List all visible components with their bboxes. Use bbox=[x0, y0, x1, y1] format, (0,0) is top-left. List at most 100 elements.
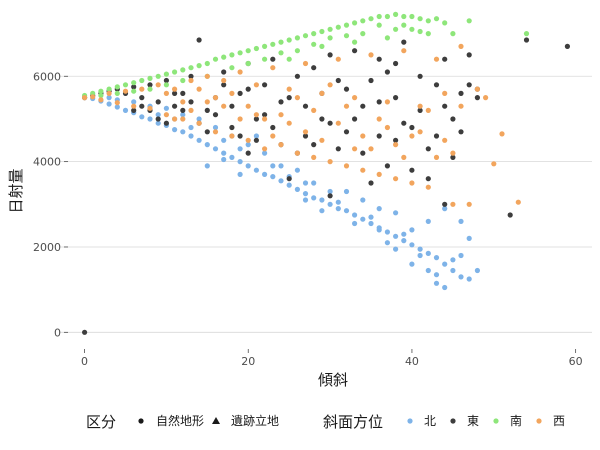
data-point bbox=[425, 146, 431, 152]
data-point bbox=[360, 150, 366, 156]
data-point bbox=[196, 120, 202, 126]
data-point bbox=[212, 112, 219, 118]
data-point bbox=[212, 129, 219, 135]
data-point bbox=[188, 107, 194, 113]
data-point bbox=[204, 99, 210, 105]
data-point bbox=[352, 146, 358, 152]
data-point bbox=[401, 120, 407, 126]
data-point bbox=[131, 99, 137, 105]
data-point bbox=[245, 48, 251, 54]
data-point bbox=[433, 56, 440, 62]
data-point bbox=[343, 129, 350, 135]
data-point bbox=[360, 197, 366, 203]
data-point bbox=[458, 129, 464, 135]
data-point bbox=[212, 95, 219, 101]
data-point bbox=[286, 182, 292, 188]
data-point bbox=[204, 107, 210, 113]
data-point bbox=[401, 22, 407, 28]
data-point bbox=[114, 84, 120, 90]
data-point bbox=[409, 167, 415, 173]
data-point bbox=[417, 129, 423, 135]
data-point bbox=[131, 107, 137, 113]
data-point bbox=[343, 188, 350, 195]
data-point bbox=[262, 56, 268, 62]
data-point bbox=[139, 86, 145, 92]
data-point bbox=[409, 124, 415, 131]
data-point bbox=[311, 180, 317, 186]
data-point bbox=[262, 146, 268, 152]
data-point bbox=[327, 159, 333, 165]
data-point bbox=[286, 86, 292, 92]
legend-color-label: 南 bbox=[510, 413, 522, 428]
data-point bbox=[466, 82, 472, 88]
data-point bbox=[229, 154, 235, 160]
data-point bbox=[442, 137, 448, 143]
data-point bbox=[343, 22, 350, 28]
data-point bbox=[417, 73, 423, 79]
data-point bbox=[262, 171, 268, 177]
data-point bbox=[196, 86, 202, 92]
data-point bbox=[98, 88, 104, 94]
data-point bbox=[172, 127, 178, 133]
data-point bbox=[180, 129, 186, 135]
legend-color-key bbox=[536, 418, 542, 424]
data-point bbox=[442, 103, 448, 109]
data-point bbox=[188, 65, 194, 71]
data-point bbox=[450, 267, 456, 274]
data-point bbox=[327, 201, 333, 207]
data-point bbox=[155, 116, 161, 122]
data-point bbox=[131, 84, 137, 90]
data-point bbox=[319, 28, 325, 35]
data-point bbox=[294, 48, 300, 54]
data-point bbox=[188, 99, 194, 105]
data-point bbox=[163, 77, 169, 84]
data-point bbox=[335, 146, 341, 152]
data-point bbox=[458, 103, 464, 109]
data-point bbox=[114, 100, 120, 106]
data-point bbox=[401, 154, 407, 160]
data-point bbox=[335, 24, 341, 30]
data-point bbox=[368, 16, 374, 22]
data-point bbox=[253, 112, 259, 118]
data-point bbox=[106, 86, 112, 92]
data-point bbox=[180, 99, 186, 105]
data-point bbox=[302, 33, 309, 39]
data-point bbox=[319, 43, 325, 50]
data-point bbox=[245, 163, 251, 169]
data-point bbox=[458, 43, 464, 50]
data-point bbox=[352, 212, 358, 218]
data-point bbox=[147, 105, 153, 111]
legend-color-label: 北 bbox=[424, 414, 436, 428]
data-point bbox=[98, 92, 104, 99]
data-point bbox=[376, 227, 382, 233]
data-point bbox=[221, 156, 227, 163]
data-point bbox=[393, 95, 399, 101]
data-point bbox=[180, 67, 186, 73]
data-point bbox=[163, 120, 169, 126]
data-point bbox=[466, 276, 472, 282]
data-point bbox=[393, 11, 399, 17]
data-point bbox=[229, 90, 235, 96]
data-point bbox=[368, 77, 374, 84]
data-points bbox=[82, 11, 571, 335]
data-point bbox=[417, 107, 423, 113]
data-point bbox=[393, 137, 399, 143]
data-point bbox=[360, 167, 366, 173]
data-point bbox=[466, 201, 472, 207]
data-point bbox=[474, 86, 480, 92]
data-point bbox=[327, 52, 333, 58]
data-point bbox=[376, 171, 382, 177]
data-point bbox=[262, 112, 268, 118]
data-point bbox=[172, 90, 178, 96]
data-point bbox=[368, 52, 374, 58]
data-point bbox=[360, 18, 366, 24]
data-point bbox=[376, 13, 382, 20]
data-point bbox=[425, 218, 431, 224]
data-point bbox=[245, 142, 251, 148]
data-point bbox=[352, 116, 358, 122]
data-point bbox=[237, 159, 243, 165]
data-point bbox=[196, 137, 202, 143]
data-point bbox=[343, 103, 350, 109]
legend-triangle-key bbox=[212, 417, 220, 424]
data-point bbox=[114, 90, 120, 96]
